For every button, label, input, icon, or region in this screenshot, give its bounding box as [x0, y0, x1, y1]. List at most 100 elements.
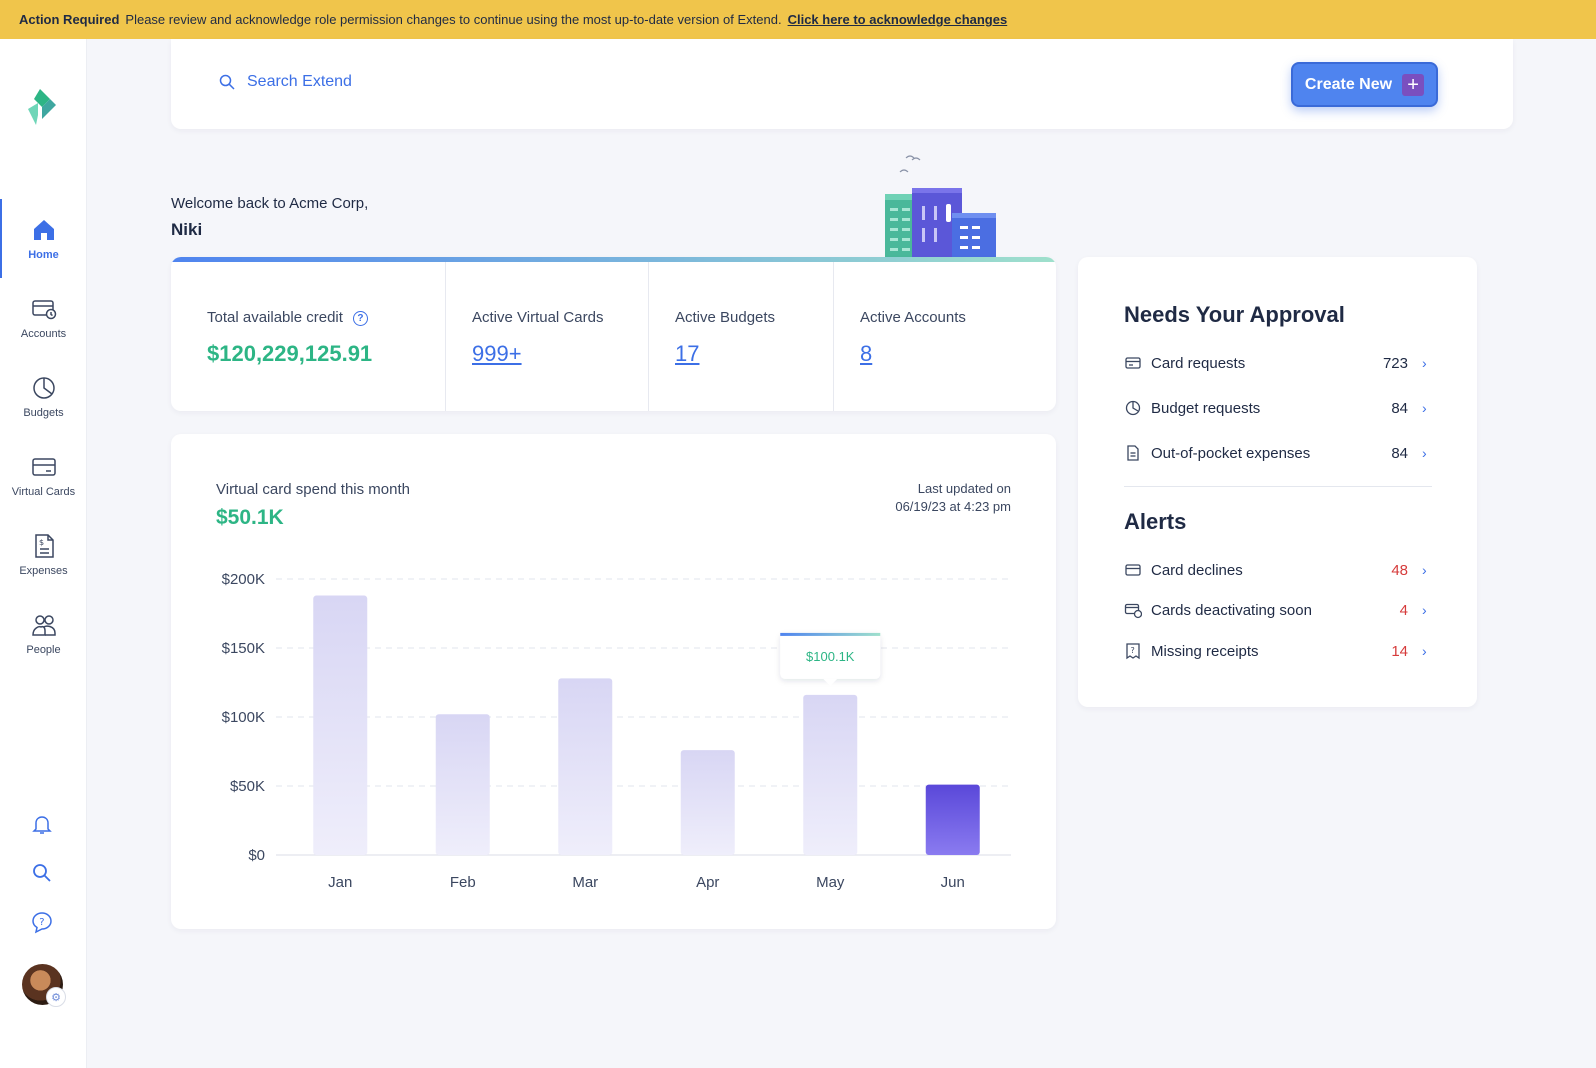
sidebar-item-label: Expenses — [19, 564, 68, 577]
svg-text:$: $ — [39, 538, 44, 547]
stat-total-credit-label: Total available credit? — [207, 309, 368, 326]
sidebar: Home Accounts Budgets Virtual Cards $ Ex… — [0, 39, 87, 1068]
budgets-icon — [32, 376, 55, 399]
bar-jan — [313, 595, 368, 855]
sidebar-item-label: Virtual Cards — [11, 485, 76, 498]
stat-active-virtual-cards-label: Active Virtual Cards — [472, 309, 604, 326]
row-label: Budget requests — [1151, 399, 1261, 417]
svg-text:?: ? — [39, 917, 44, 928]
expenses-icon: $ — [34, 533, 54, 558]
accounts-icon — [31, 299, 56, 319]
chevron-right-icon: › — [1422, 445, 1427, 461]
search-input[interactable]: Search Extend — [219, 73, 352, 91]
spend-title: Virtual card spend this month — [216, 481, 410, 498]
row-label: Card declines — [1151, 561, 1243, 579]
sidebar-item-budgets[interactable]: Budgets — [0, 357, 87, 436]
missing-receipt-icon: ? — [1126, 643, 1140, 660]
sidebar-item-label: Budgets — [23, 406, 64, 419]
row-count: 48 — [1391, 561, 1408, 579]
approvals-alerts-panel: Needs Your Approval Card requests 723 › … — [1078, 257, 1477, 707]
bar-apr — [680, 750, 735, 855]
plus-icon: + — [1402, 73, 1425, 96]
chevron-right-icon: › — [1422, 602, 1427, 618]
virtual-cards-icon — [31, 457, 56, 476]
budget-request-icon — [1125, 400, 1141, 416]
banner-message: Please review and acknowledge role permi… — [125, 12, 782, 27]
stat-active-budgets-label: Active Budgets — [675, 309, 776, 326]
sidebar-item-people[interactable]: People — [0, 594, 87, 673]
spend-chart-card: $0 $50K $100K $150K $200K Jan Feb Mar Apr May $100… — [171, 434, 1056, 929]
row-count: 4 — [1399, 601, 1408, 619]
stat-active-virtual-cards-link[interactable]: 999+ — [472, 341, 522, 366]
card-declines-row[interactable]: Card declines 48 › — [1124, 555, 1432, 585]
stat-active-budgets: Active Budgets 17 — [649, 262, 834, 411]
missing-receipts-row[interactable]: ? Missing receipts 14 › — [1124, 636, 1432, 666]
home-icon — [33, 219, 54, 240]
sidebar-item-accounts[interactable]: Accounts — [0, 278, 87, 357]
receipt-doc-icon — [1127, 445, 1139, 461]
out-of-pocket-row[interactable]: Out-of-pocket expenses 84 › — [1124, 438, 1432, 468]
stats-card: Total available credit? $120,229,125.91 … — [171, 257, 1056, 411]
card-decline-icon — [1125, 564, 1141, 576]
people-icon — [31, 614, 56, 636]
create-new-label: Create New — [1304, 75, 1393, 93]
stat-active-accounts-link[interactable]: 8 — [860, 341, 873, 366]
sidebar-item-home[interactable]: Home — [0, 199, 87, 278]
acknowledge-changes-link[interactable]: Click here to acknowledge changes — [787, 12, 1008, 27]
sidebar-item-label: Accounts — [20, 327, 67, 340]
bar-feb — [435, 714, 490, 855]
search-icon[interactable] — [30, 861, 54, 885]
y-tick-label: $100K — [222, 709, 265, 726]
extend-logo-icon[interactable] — [24, 85, 60, 127]
stat-total-credit-label-text: Total available credit — [207, 309, 343, 326]
chevron-right-icon: › — [1422, 400, 1427, 416]
x-tick-label: Jan — [328, 874, 352, 891]
row-label: Card requests — [1151, 354, 1246, 372]
card-clock-icon — [1124, 603, 1142, 619]
sidebar-item-label: Home — [28, 248, 59, 261]
x-tick-label: Jun — [941, 874, 965, 891]
last-updated-label: Last updated on — [917, 481, 1011, 496]
stat-active-accounts-label: Active Accounts — [860, 309, 966, 326]
bar-jun — [925, 784, 980, 855]
stat-active-accounts: Active Accounts 8 — [834, 262, 1056, 411]
x-tick-label: Feb — [450, 874, 476, 891]
search-placeholder: Search Extend — [247, 73, 352, 90]
y-tick-label: $50K — [230, 778, 265, 795]
sidebar-item-virtual-cards[interactable]: Virtual Cards — [0, 436, 87, 515]
budget-requests-row[interactable]: Budget requests 84 › — [1124, 393, 1432, 423]
stat-active-budgets-link[interactable]: 17 — [675, 341, 700, 366]
tooltip-accent — [780, 632, 881, 636]
bar-may — [803, 694, 858, 855]
section-divider — [1124, 486, 1432, 487]
needs-approval-title: Needs Your Approval — [1124, 302, 1345, 327]
cards-deactivating-row[interactable]: Cards deactivating soon 4 › — [1124, 595, 1432, 625]
welcome-user-name: Niki — [171, 220, 203, 239]
x-tick-label: May — [816, 874, 845, 891]
card-requests-row[interactable]: Card requests 723 › — [1124, 348, 1432, 378]
chevron-right-icon: › — [1422, 643, 1427, 659]
bell-icon[interactable] — [30, 812, 54, 836]
y-tick-label: $150K — [222, 640, 265, 657]
help-chat-icon[interactable]: ? — [30, 910, 54, 934]
action-required-banner: Action Required Please review and acknow… — [0, 0, 1596, 39]
stat-total-credit: Total available credit? $120,229,125.91 — [171, 262, 446, 411]
row-label: Missing receipts — [1151, 642, 1259, 660]
search-icon — [219, 74, 235, 90]
alerts-title: Alerts — [1124, 509, 1187, 534]
help-icon[interactable]: ? — [352, 311, 368, 326]
row-label: Out-of-pocket expenses — [1151, 444, 1311, 462]
row-count: 84 — [1391, 399, 1408, 417]
settings-badge-icon[interactable]: ⚙ — [46, 987, 66, 1007]
create-new-button[interactable]: Create New + — [1291, 62, 1438, 107]
chevron-right-icon: › — [1422, 355, 1427, 371]
row-label: Cards deactivating soon — [1151, 601, 1312, 619]
tooltip-box — [780, 632, 881, 679]
y-tick-label: $0 — [248, 847, 265, 864]
spend-bar-chart: $0 $50K $100K $150K $200K Jan Feb Mar Apr May $100… — [222, 571, 1011, 891]
tooltip-value: $100.1K — [806, 649, 855, 664]
stat-total-credit-value: $120,229,125.91 — [207, 341, 373, 366]
svg-text:?: ? — [1131, 646, 1135, 655]
sidebar-item-expenses[interactable]: $ Expenses — [0, 515, 87, 594]
row-count: 84 — [1391, 444, 1408, 462]
